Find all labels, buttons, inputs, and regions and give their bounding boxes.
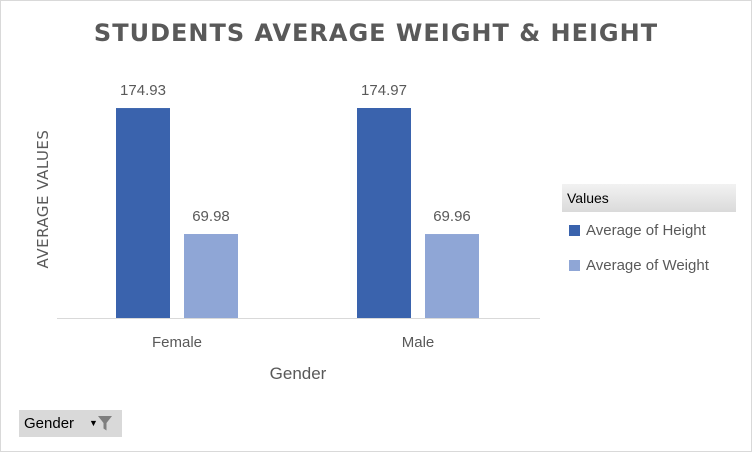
dropdown-arrow-icon: ▼ (89, 418, 98, 428)
legend-item-weight[interactable]: Average of Weight (569, 255, 709, 275)
legend-swatch-height (569, 224, 580, 236)
chart-title: STUDENTS AVERAGE WEIGHT & HEIGHT (93, 19, 659, 47)
filter-button-label: Gender (24, 415, 75, 432)
legend-item-height[interactable]: Average of Height (569, 220, 706, 240)
x-tick-label-female: Female (152, 334, 202, 351)
gender-filter-button[interactable]: Gender ▼ (19, 410, 122, 437)
bar-average-of-height-male (357, 108, 411, 318)
legend-label-height: Average of Height (586, 221, 706, 239)
bar-average-of-height-female (116, 108, 170, 319)
data-label-average-of-weight-male: 69.96 (433, 208, 471, 225)
data-label-average-of-height-male: 174.97 (361, 82, 407, 99)
bar-average-of-weight-male (425, 234, 479, 318)
data-label-average-of-height-female: 174.93 (120, 82, 166, 99)
legend-title[interactable]: Values (562, 184, 736, 212)
legend-label-weight: Average of Weight (586, 256, 709, 274)
funnel-icon (98, 416, 112, 431)
legend-swatch-weight (569, 259, 580, 271)
bar-average-of-weight-female (184, 234, 238, 318)
x-axis-label: Gender (270, 364, 327, 383)
y-axis-label: AVERAGE VALUES (34, 129, 52, 269)
x-tick-label-male: Male (402, 334, 435, 351)
data-label-average-of-weight-female: 69.98 (192, 208, 230, 225)
